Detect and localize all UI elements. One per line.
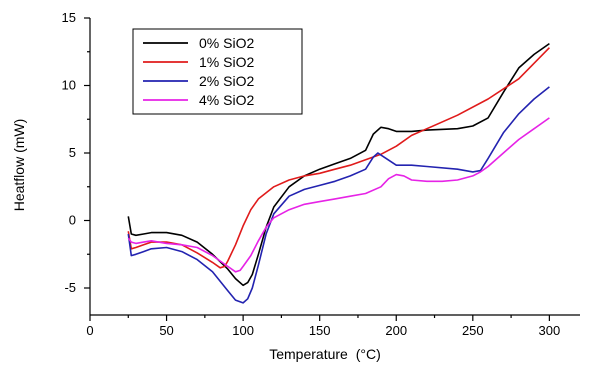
x-axis-title: Temperature (°C) <box>269 346 381 362</box>
y-tick-label: 0 <box>69 213 76 228</box>
series-line-2 <box>127 86 550 304</box>
y-tick-label: 15 <box>62 10 76 25</box>
legend: 0% SiO2 1% SiO2 2% SiO2 4% SiO2 <box>132 28 303 115</box>
legend-label-3: 4% SiO2 <box>199 92 254 108</box>
legend-label-0: 0% SiO2 <box>199 35 254 51</box>
x-axis-title-main: Temperature <box>269 346 348 362</box>
series-line-3 <box>127 117 550 273</box>
x-tick-label: 100 <box>232 323 254 338</box>
y-tick-label: 5 <box>69 145 76 160</box>
legend-label-2: 2% SiO2 <box>199 73 254 89</box>
y-axis-title: Heatflow (mW) <box>11 119 27 212</box>
axes: 0 50 100 150 200 250 300 -5 0 5 10 15 <box>62 10 580 338</box>
x-axis-title-unit: (°C) <box>356 346 381 362</box>
x-tick-label: 300 <box>539 323 561 338</box>
series-line-0 <box>127 42 550 287</box>
y-tick-label: 10 <box>62 78 76 93</box>
series-layer <box>127 42 550 304</box>
x-tick-label: 150 <box>309 323 331 338</box>
x-tick-label: 250 <box>462 323 484 338</box>
series-line-1 <box>127 47 550 269</box>
x-tick-label: 0 <box>86 323 93 338</box>
legend-label-1: 1% SiO2 <box>199 54 254 70</box>
y-tick-label: -5 <box>64 280 76 295</box>
x-tick-label: 200 <box>385 323 407 338</box>
x-tick-label: 50 <box>159 323 173 338</box>
